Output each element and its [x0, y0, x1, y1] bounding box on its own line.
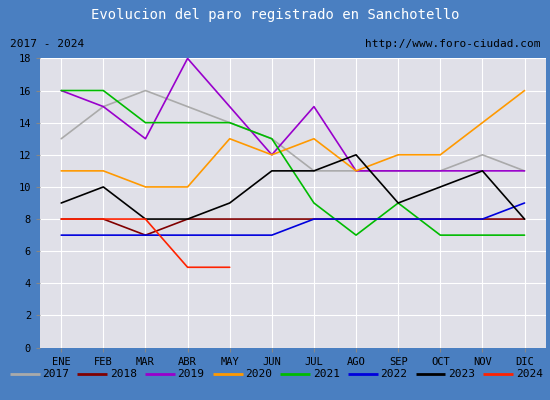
Text: 2022: 2022: [381, 369, 408, 379]
Text: 2024: 2024: [516, 369, 543, 379]
Text: 2017: 2017: [42, 369, 69, 379]
Text: 2018: 2018: [110, 369, 137, 379]
Text: 2019: 2019: [178, 369, 205, 379]
Text: 2021: 2021: [313, 369, 340, 379]
Text: 2023: 2023: [448, 369, 475, 379]
Text: 2017 - 2024: 2017 - 2024: [10, 39, 84, 49]
Text: Evolucion del paro registrado en Sanchotello: Evolucion del paro registrado en Sanchot…: [91, 8, 459, 22]
Text: 2020: 2020: [245, 369, 272, 379]
Text: http://www.foro-ciudad.com: http://www.foro-ciudad.com: [365, 39, 540, 49]
